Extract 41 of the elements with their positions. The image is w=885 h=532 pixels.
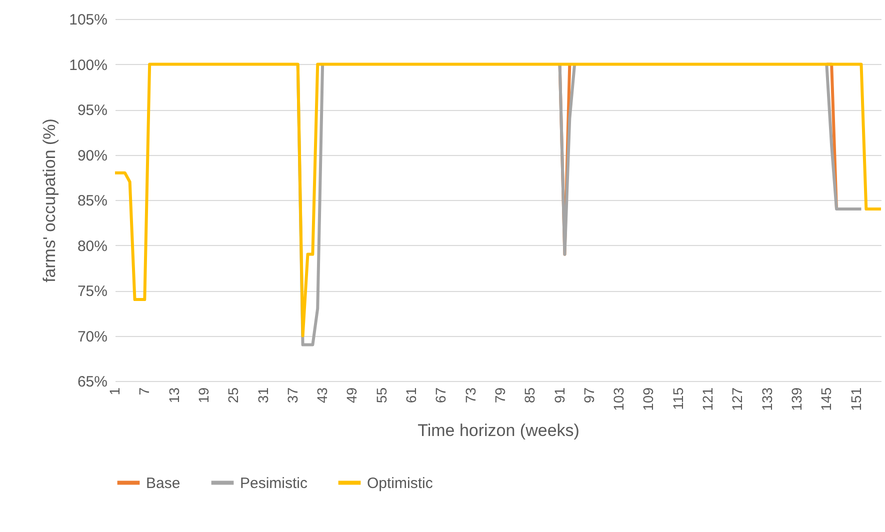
line-series xyxy=(114,62,882,338)
legend-label: Base xyxy=(146,474,180,492)
x-tick-label: 37 xyxy=(284,387,300,404)
y-tick-label: 70% xyxy=(77,328,108,346)
x-tick-label: 49 xyxy=(344,387,360,404)
legend-label: Pesimistic xyxy=(240,474,308,492)
x-tick-label: 7 xyxy=(136,387,152,396)
x-tick-label: 139 xyxy=(788,387,804,411)
legend-label: Optimistic xyxy=(367,474,434,492)
y-axis-title: farms' occupation (%) xyxy=(40,118,60,282)
y-tick-label: 100% xyxy=(69,56,108,74)
x-tick-label: 91 xyxy=(551,387,568,404)
x-tick-label: 97 xyxy=(580,387,597,404)
x-tick-label: 19 xyxy=(195,387,212,404)
x-tick-label: 31 xyxy=(254,387,271,404)
y-tick-label: 95% xyxy=(77,102,108,119)
x-tick-label: 151 xyxy=(848,387,864,411)
x-axis-title: Time horizon (weeks) xyxy=(418,420,580,440)
x-tick-label: 115 xyxy=(670,387,686,410)
x-tick-label: 127 xyxy=(729,387,746,411)
x-tick-label: 1 xyxy=(106,387,122,396)
x-tick-label: 61 xyxy=(403,387,420,404)
x-tick-label: 25 xyxy=(225,387,242,404)
x-tick-label: 13 xyxy=(166,387,182,404)
x-tick-label: 109 xyxy=(640,387,656,411)
x-tick-label: 67 xyxy=(432,387,449,404)
x-tick-label: 43 xyxy=(314,387,330,404)
x-tick-label: 55 xyxy=(373,387,390,404)
x-tick-label: 103 xyxy=(610,387,627,411)
y-tick-label: 75% xyxy=(77,283,108,300)
y-tick-label: 90% xyxy=(77,147,108,164)
x-tick-label: 145 xyxy=(818,387,834,411)
y-tick-label: 80% xyxy=(77,238,108,255)
x-tick-label: 85 xyxy=(522,387,538,404)
x-tick-label: 121 xyxy=(700,387,716,411)
x-tick-label: 73 xyxy=(462,387,478,404)
y-tick-label: 105% xyxy=(69,12,108,28)
y-tick-label: 65% xyxy=(77,374,108,390)
y-tick-label: 85% xyxy=(77,192,108,210)
x-tick-label: 133 xyxy=(758,387,775,411)
x-tick-label: 79 xyxy=(492,387,508,404)
